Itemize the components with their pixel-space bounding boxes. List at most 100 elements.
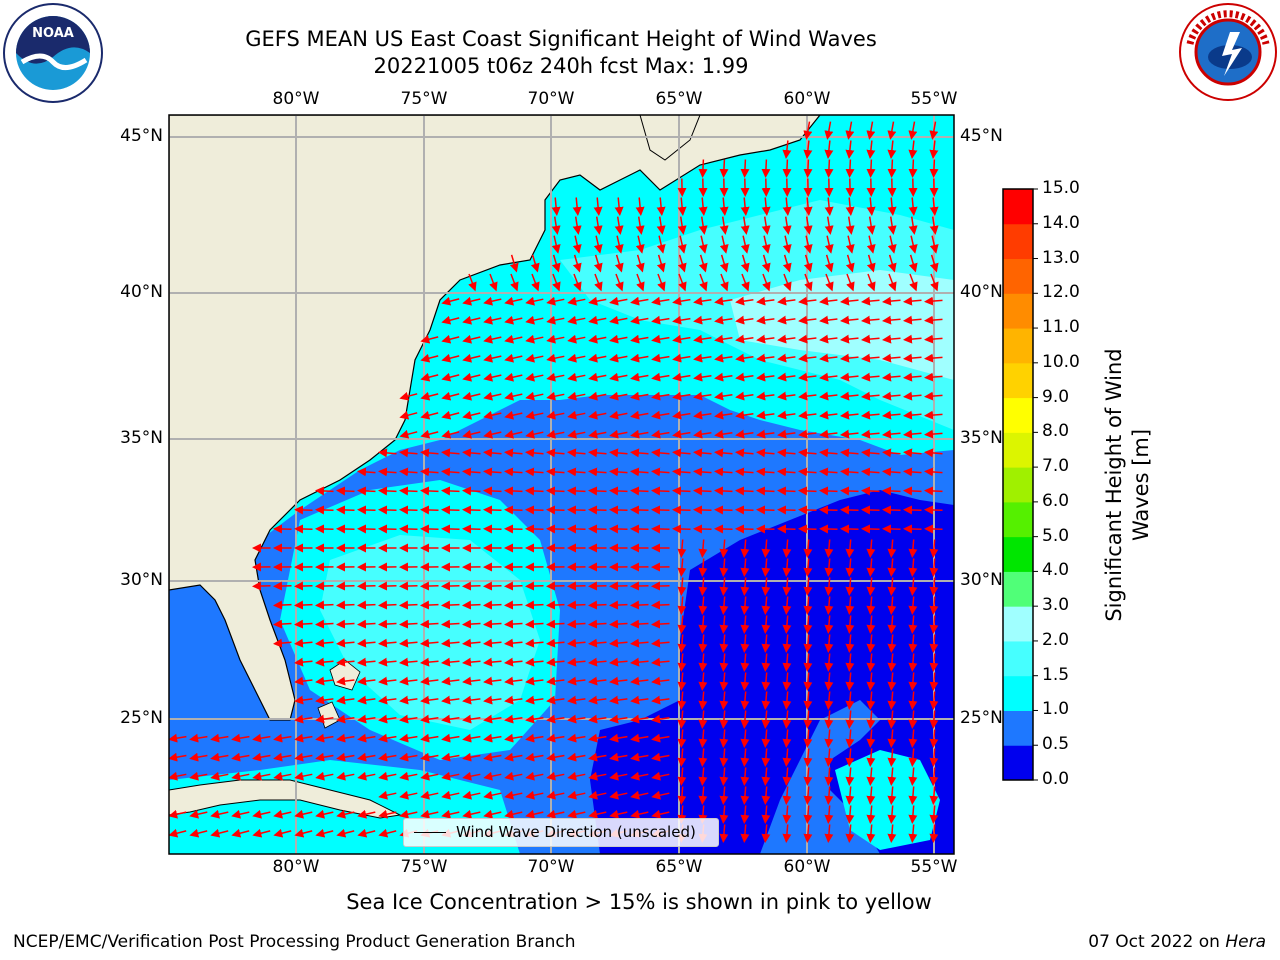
- wind-wave-arrow: [798, 296, 817, 306]
- wind-wave-arrow: [630, 714, 649, 724]
- wind-wave-arrow: [551, 235, 561, 254]
- wind-wave-arrow: [483, 296, 502, 306]
- wind-wave-arrow: [657, 273, 666, 292]
- wind-wave-arrow: [714, 448, 733, 458]
- wind-wave-arrow: [698, 254, 708, 273]
- wind-wave-arrow: [825, 273, 834, 292]
- wind-wave-arrow: [525, 771, 544, 781]
- wind-wave-arrow: [908, 653, 918, 672]
- wind-wave-arrow: [756, 296, 775, 306]
- wind-wave-arrow: [399, 391, 418, 401]
- wind-wave-arrow: [273, 733, 292, 743]
- wind-wave-arrow: [908, 596, 918, 615]
- wind-wave-arrow: [740, 159, 750, 178]
- wind-wave-arrow: [929, 634, 939, 653]
- wind-wave-arrow: [588, 695, 607, 705]
- wind-wave-arrow: [609, 752, 628, 762]
- wind-wave-arrow: [929, 805, 939, 824]
- wind-wave-arrow: [783, 273, 792, 292]
- wind-wave-arrow: [420, 771, 439, 781]
- wind-wave-arrow: [357, 676, 376, 686]
- wind-wave-arrow: [756, 334, 775, 344]
- wind-wave-arrow: [824, 577, 834, 596]
- wind-wave-arrow: [630, 657, 649, 667]
- wind-wave-arrow: [315, 581, 334, 591]
- wind-wave-arrow: [504, 600, 523, 610]
- wind-wave-arrow: [761, 539, 771, 558]
- wind-wave-arrow: [861, 353, 880, 363]
- wind-wave-arrow: [441, 600, 460, 610]
- wind-wave-arrow: [740, 558, 750, 577]
- wind-wave-arrow: [887, 216, 897, 235]
- wind-wave-arrow: [572, 254, 582, 273]
- wind-wave-arrow: [840, 486, 859, 496]
- wind-wave-arrow: [693, 448, 712, 458]
- wind-wave-arrow: [420, 714, 439, 724]
- wind-wave-arrow: [594, 273, 603, 292]
- wind-wave-arrow: [735, 448, 754, 458]
- colorbar-frame: [1002, 188, 1034, 781]
- wind-wave-arrow: [462, 790, 481, 800]
- wind-wave-arrow: [441, 448, 460, 458]
- wind-wave-arrow: [719, 691, 729, 710]
- wind-wave-arrow: [740, 786, 750, 805]
- wind-wave-arrow: [504, 296, 523, 306]
- wind-wave-arrow: [504, 657, 523, 667]
- wind-wave-arrow: [845, 197, 855, 216]
- wind-wave-arrow: [698, 672, 708, 691]
- wind-wave-arrow: [483, 771, 502, 781]
- wind-wave-arrow: [273, 619, 292, 629]
- wind-wave-arrow: [483, 581, 502, 591]
- wind-wave-arrow: [677, 691, 687, 710]
- wind-wave-arrow: [420, 448, 439, 458]
- wind-wave-arrow: [525, 657, 544, 667]
- wind-wave-arrow: [714, 296, 733, 306]
- colorbar-segment: [1003, 640, 1033, 677]
- wind-wave-arrow: [798, 315, 817, 325]
- wind-wave-arrow: [525, 353, 544, 363]
- wind-wave-arrow: [903, 334, 922, 344]
- colorbar-segment: [1003, 397, 1033, 433]
- wind-wave-arrow: [399, 448, 418, 458]
- wind-wave-arrow: [546, 448, 565, 458]
- wind-wave-arrow: [315, 809, 334, 819]
- wind-wave-arrow: [614, 216, 624, 235]
- wind-wave-arrow: [845, 729, 855, 748]
- wind-wave-arrow: [420, 429, 439, 439]
- wind-wave-arrow: [546, 429, 565, 439]
- wind-wave-arrow: [908, 748, 918, 767]
- wind-wave-arrow: [609, 486, 628, 496]
- wind-wave-arrow: [483, 334, 502, 344]
- wind-wave-arrow: [924, 334, 943, 344]
- wind-wave-arrow: [420, 676, 439, 686]
- wind-wave-arrow: [399, 809, 418, 819]
- wind-wave-arrow: [609, 790, 628, 800]
- wind-wave-arrow: [651, 657, 670, 667]
- wind-wave-arrow: [378, 771, 397, 781]
- wind-wave-arrow: [420, 391, 439, 401]
- wind-wave-arrow: [782, 691, 792, 710]
- wind-wave-arrow: [782, 729, 792, 748]
- colorbar-tick-label: 0.0: [1042, 769, 1070, 789]
- wind-wave-arrow: [189, 733, 208, 743]
- wind-wave-arrow: [462, 581, 481, 591]
- wind-wave-arrow: [866, 653, 876, 672]
- wind-wave-arrow: [189, 771, 208, 781]
- wind-wave-arrow: [740, 235, 750, 254]
- wind-wave-arrow: [378, 752, 397, 762]
- wind-wave-arrow: [924, 372, 943, 382]
- wind-wave-arrow: [588, 448, 607, 458]
- wind-wave-arrow: [483, 391, 502, 401]
- wind-wave-arrow: [840, 448, 859, 458]
- wind-wave-arrow: [630, 448, 649, 458]
- wind-wave-arrow: [588, 334, 607, 344]
- wind-wave-arrow: [462, 486, 481, 496]
- wind-wave-arrow: [336, 695, 355, 705]
- wind-wave-arrow: [866, 558, 876, 577]
- wind-wave-arrow: [609, 600, 628, 610]
- wind-wave-arrow: [420, 334, 439, 344]
- wind-wave-arrow: [840, 467, 859, 477]
- wind-wave-arrow: [672, 391, 691, 401]
- colorbar-segment: [1003, 745, 1033, 781]
- wind-wave-arrow: [399, 410, 418, 420]
